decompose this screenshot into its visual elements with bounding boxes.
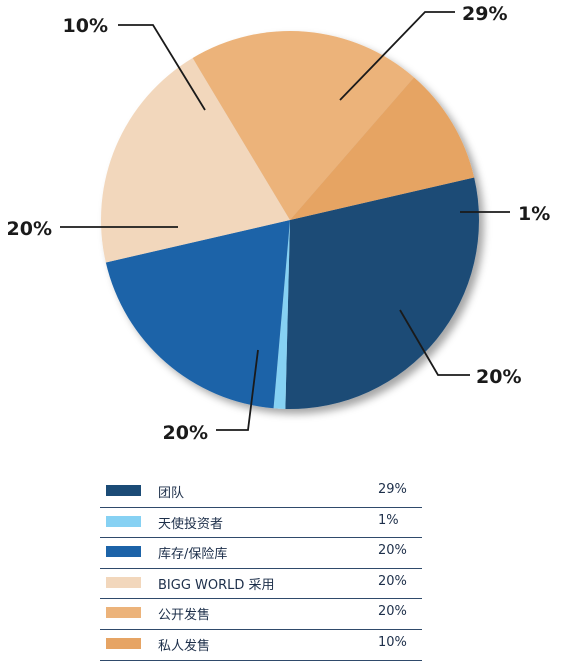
legend-name: 团队 bbox=[158, 486, 185, 501]
legend-swatch bbox=[106, 637, 141, 649]
legend-swatch bbox=[106, 607, 141, 619]
leader-lines bbox=[60, 11, 510, 431]
slice-label-6: 10% bbox=[63, 15, 108, 37]
slice-label-2: 1% bbox=[518, 203, 550, 225]
legend-swatch bbox=[106, 546, 141, 558]
legend-value: 10% bbox=[378, 634, 407, 650]
legend-swatch bbox=[106, 485, 141, 496]
pie-slice-6 bbox=[290, 77, 475, 220]
slice-labels: 29% 1% 20% 20% 20% 10% bbox=[7, 3, 551, 444]
legend-row: 天使投资者 1% bbox=[100, 508, 422, 539]
legend-name: 公开发售 bbox=[158, 608, 211, 624]
legend-row: 库存/保险库 20% bbox=[100, 538, 422, 569]
legend-value: 29% bbox=[378, 482, 407, 497]
pie-chart: 29% 1% 20% 20% 20% 10% bbox=[7, 3, 551, 444]
legend-value: 20% bbox=[378, 573, 407, 589]
legend-value: 1% bbox=[378, 512, 399, 528]
legend-row: BIGG WORLD 采用 20% bbox=[100, 569, 422, 600]
slice-label-1: 29% bbox=[462, 3, 507, 25]
pie-slice-1 bbox=[285, 177, 480, 409]
legend-swatch bbox=[106, 576, 141, 588]
legend-swatch bbox=[106, 515, 141, 527]
pie-slice-2 bbox=[273, 220, 290, 409]
slice-label-3: 20% bbox=[476, 366, 521, 388]
legend-name: 库存/保险库 bbox=[158, 547, 228, 563]
pie-slice-5 bbox=[192, 31, 414, 220]
legend-value: 20% bbox=[378, 543, 407, 559]
legend-row: 团队 29% bbox=[100, 477, 422, 508]
legend-name: BIGG WORLD 采用 bbox=[158, 577, 275, 593]
legend-row: 公开发售 20% bbox=[100, 599, 422, 630]
slice-label-5: 20% bbox=[7, 218, 52, 240]
legend-name: 天使投资者 bbox=[158, 516, 224, 532]
slice-label-4: 20% bbox=[163, 422, 208, 444]
legend: 团队 29% 天使投资者 1% 库存/保险库 20% BIGG WORLD 采用 20% 公开发… bbox=[100, 477, 422, 661]
leader-line-3 bbox=[399, 309, 470, 376]
legend-value: 20% bbox=[378, 604, 407, 620]
leader-line-1 bbox=[339, 11, 455, 101]
legend-name: 私人发售 bbox=[158, 638, 211, 654]
leader-line-6 bbox=[118, 24, 206, 111]
pie-slice-3 bbox=[105, 220, 290, 409]
leader-line-4 bbox=[216, 349, 259, 431]
pie-slice-4 bbox=[100, 58, 290, 263]
pie-slices bbox=[100, 31, 480, 409]
legend-row: 私人发售 10% bbox=[100, 630, 422, 661]
